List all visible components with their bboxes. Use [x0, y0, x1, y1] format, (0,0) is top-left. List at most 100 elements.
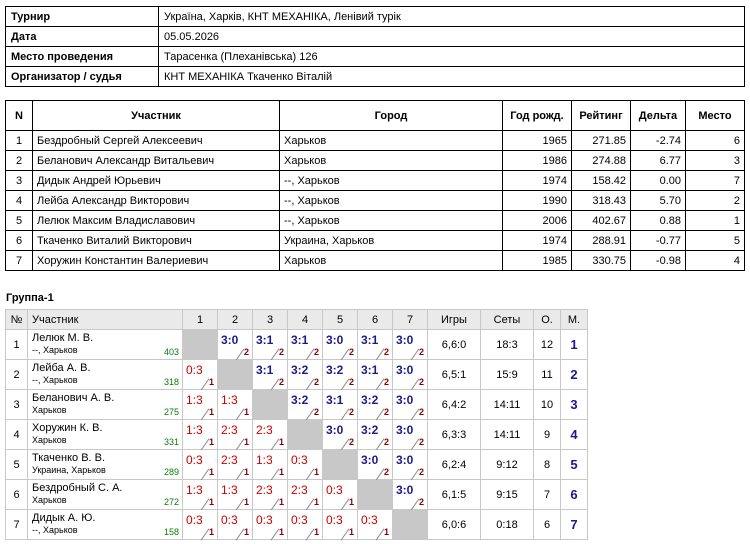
match-result-cell: 3:0 2	[392, 479, 428, 511]
group-row-num: 2	[5, 359, 28, 390]
match-points: 1	[243, 497, 249, 507]
group-results-table: № Участник 1 2 3 4 5 6 7 Игры Сеты О. М.…	[5, 309, 588, 541]
group-player-name: Беланович А. В.	[32, 392, 115, 404]
group-player-cell: Дидык А. Ю. --, Харьков 158	[27, 509, 183, 540]
participant-city: Харьков	[279, 150, 503, 171]
group-col-games: Игры	[427, 309, 481, 330]
group-games: 6,5:1	[427, 359, 481, 390]
match-points: 1	[278, 437, 284, 447]
group-points: 11	[533, 359, 561, 390]
match-points: 2	[383, 377, 389, 387]
participant-delta: -0.98	[630, 250, 686, 271]
match-score: 3:1	[326, 393, 344, 407]
participant-birth-year: 1974	[502, 170, 572, 191]
match-score: 0:3	[186, 363, 203, 377]
group-col-3: 3	[252, 309, 288, 330]
group-row: 6 Бездробный С. А. Харьков 272 1:3 1 1:3 1 2:3 1 2…	[5, 479, 588, 511]
match-score: 3:1	[291, 333, 309, 347]
col-rating: Рейтинг	[571, 100, 631, 131]
group-sets: 14:11	[480, 389, 534, 420]
match-score: 3:1	[361, 333, 379, 347]
match-result-cell: 3:0 2	[322, 329, 358, 361]
group-row-num: 3	[5, 389, 28, 420]
match-score: 3:0	[361, 453, 379, 467]
participant-rating: 318.43	[571, 190, 631, 211]
group-games: 6,4:2	[427, 389, 481, 420]
group-col-sets: Сеты	[480, 309, 534, 330]
match-points: 2	[278, 377, 284, 387]
match-points: 1	[348, 497, 354, 507]
group-player-name: Дидык А. Ю.	[32, 512, 96, 524]
group-player-city: Харьков	[32, 405, 67, 415]
match-score: 1:3	[256, 453, 273, 467]
match-score: 0:3	[291, 453, 308, 467]
match-result-cell: 0:3 1	[287, 449, 323, 481]
match-points: 2	[313, 377, 319, 387]
group-points: 7	[533, 479, 561, 510]
match-result-cell: 2:3 1	[217, 419, 253, 451]
participant-rating: 158.42	[571, 170, 631, 191]
participant-place: 7	[685, 170, 745, 191]
match-result-cell: 0:3 1	[182, 449, 218, 481]
match-result-cell: 1:3 1	[182, 419, 218, 451]
group-player-cell: Лелюк М. В. --, Харьков 403	[27, 329, 183, 360]
match-score: 3:0	[396, 333, 414, 347]
match-score: 0:3	[361, 513, 378, 527]
participant-delta: -0.77	[630, 230, 686, 251]
match-points: 2	[418, 437, 424, 447]
group-player-name: Ткаченко В. В.	[32, 452, 106, 464]
participant-city: Украина, Харьков	[279, 230, 503, 251]
match-score: 3:0	[396, 423, 414, 437]
group-player-rating: 289	[163, 467, 179, 477]
participant-birth-year: 1990	[502, 190, 572, 211]
group-col-5: 5	[322, 309, 358, 330]
group-row-num: 5	[5, 449, 28, 480]
group-sets: 18:3	[480, 329, 534, 360]
match-result-cell: 0:3 1	[287, 509, 323, 541]
match-score: 3:2	[291, 393, 309, 407]
match-points: 1	[313, 497, 319, 507]
match-points: 2	[348, 347, 354, 357]
match-points: 1	[208, 497, 214, 507]
info-label: Место проведения	[5, 46, 159, 67]
info-row: Место проведения Тарасенка (Плеханівська)…	[5, 46, 745, 67]
group-player-city: --, Харьков	[32, 345, 78, 355]
self-match-cell	[252, 389, 288, 420]
match-result-cell: 3:1 2	[287, 329, 323, 361]
info-value: Тарасенка (Плеханівська) 126	[158, 46, 745, 67]
participant-delta: 0.00	[630, 170, 686, 191]
match-score: 2:3	[256, 423, 273, 437]
match-score: 3:1	[256, 363, 274, 377]
match-result-cell: 2:3 1	[252, 479, 288, 511]
match-score: 2:3	[291, 483, 308, 497]
match-points: 2	[383, 437, 389, 447]
match-score: 3:2	[326, 363, 344, 377]
participant-city: --, Харьков	[279, 190, 503, 211]
match-points: 1	[243, 407, 249, 417]
tournament-info-table: Турнир Україна, Харків, КНТ МЕХАНІКА, Лен…	[5, 6, 745, 87]
participant-row: 3 Дидык Андрей Юрьевич --, Харьков 1974 158.…	[5, 170, 745, 191]
group-points: 6	[533, 509, 561, 540]
participant-city: Харьков	[279, 250, 503, 271]
match-result-cell: 0:3 1	[182, 509, 218, 541]
match-result-cell: 3:0 2	[392, 449, 428, 481]
match-score: 3:1	[361, 363, 379, 377]
participant-delta: -2.74	[630, 130, 686, 151]
self-match-cell	[182, 329, 218, 360]
match-points: 1	[208, 407, 214, 417]
participant-row: 4 Лейба Александр Викторович --, Харьков 19…	[5, 190, 745, 211]
participant-city: --, Харьков	[279, 170, 503, 191]
info-row: Организатор / судья КНТ МЕХАНІКА Ткаченко…	[5, 66, 745, 87]
match-score: 1:3	[186, 483, 203, 497]
group-player-city: Украина, Харьков	[32, 465, 106, 475]
match-result-cell: 3:2 2	[287, 389, 323, 421]
match-score: 2:3	[221, 453, 238, 467]
participant-place: 2	[685, 190, 745, 211]
match-result-cell: 2:3 1	[252, 419, 288, 451]
participants-table: N Участник Город Год рожд. Рейтинг Дельт…	[5, 100, 745, 271]
match-score: 0:3	[186, 453, 203, 467]
group-player-rating: 275	[163, 407, 179, 417]
participant-row: 7 Хоружин Константин Валериевич Харьков 198…	[5, 250, 745, 271]
match-result-cell: 1:3 1	[217, 479, 253, 511]
group-place: 6	[560, 479, 588, 510]
